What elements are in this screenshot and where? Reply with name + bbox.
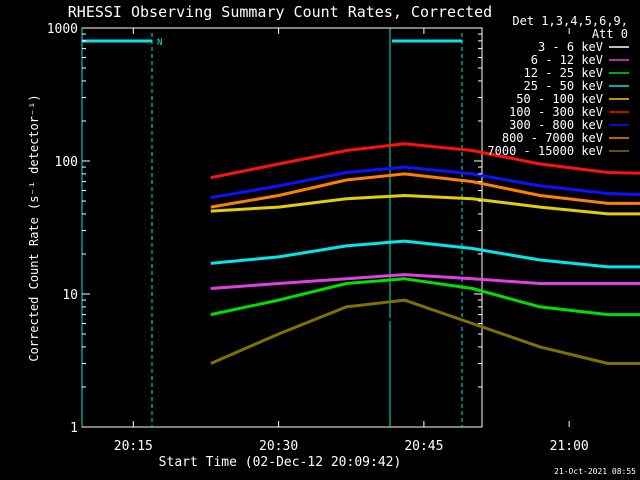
y-tick-label: 1000: [47, 22, 78, 37]
x-tick-label: 20:30: [259, 439, 298, 454]
series-line-6: [210, 165, 640, 200]
night-marker-label: N: [157, 38, 162, 48]
y-tick-label: 10: [62, 288, 78, 303]
legend-entry-label: 3 - 6 keV: [538, 40, 603, 54]
series-line-3: [210, 239, 640, 269]
series-line-4: [210, 194, 640, 216]
legend-entry-label: 6 - 12 keV: [531, 53, 603, 67]
legend-attenuator: Att 0: [592, 27, 628, 41]
series-layer: [210, 142, 640, 405]
footer-date: 21-Oct-2021 08:55: [554, 467, 636, 476]
legend-entry-label: 12 - 25 keV: [524, 66, 603, 80]
legend-entry-label: 7000 - 15000 keV: [487, 144, 603, 158]
x-tick-label: 20:45: [404, 439, 443, 454]
chart-title: RHESSI Observing Summary Count Rates, Co…: [68, 3, 492, 21]
legend-entry-label: 50 - 100 keV: [516, 92, 603, 106]
x-axis-label: Start Time (02-Dec-12 20:09:42): [159, 455, 402, 470]
x-tick-label: 21:00: [550, 439, 589, 454]
night-bars: N: [81, 28, 463, 427]
legend-entry-label: 800 - 7000 keV: [502, 131, 603, 145]
legend-entry-label: 300 - 800 keV: [509, 118, 603, 132]
series-line-7: [210, 172, 640, 209]
y-axis-label: Corrected Count Rate (s⁻¹ detector⁻¹): [27, 94, 41, 361]
axes-layer: 20:1520:3020:4521:0021:1521:3021:4511010…: [47, 22, 589, 454]
series-line-2: [210, 277, 640, 317]
series-line-8: [210, 298, 640, 365]
series-line-1: [210, 273, 640, 290]
legend-entry-label: 25 - 50 keV: [524, 79, 603, 93]
series-line-5: [210, 142, 640, 180]
y-tick-label: 100: [55, 155, 78, 170]
x-tick-label: 20:15: [114, 439, 153, 454]
legend-entry-label: 100 - 300 keV: [509, 105, 603, 119]
legend-detectors: Det 1,3,4,5,6,9,: [512, 14, 628, 28]
y-tick-label: 1: [70, 421, 78, 436]
